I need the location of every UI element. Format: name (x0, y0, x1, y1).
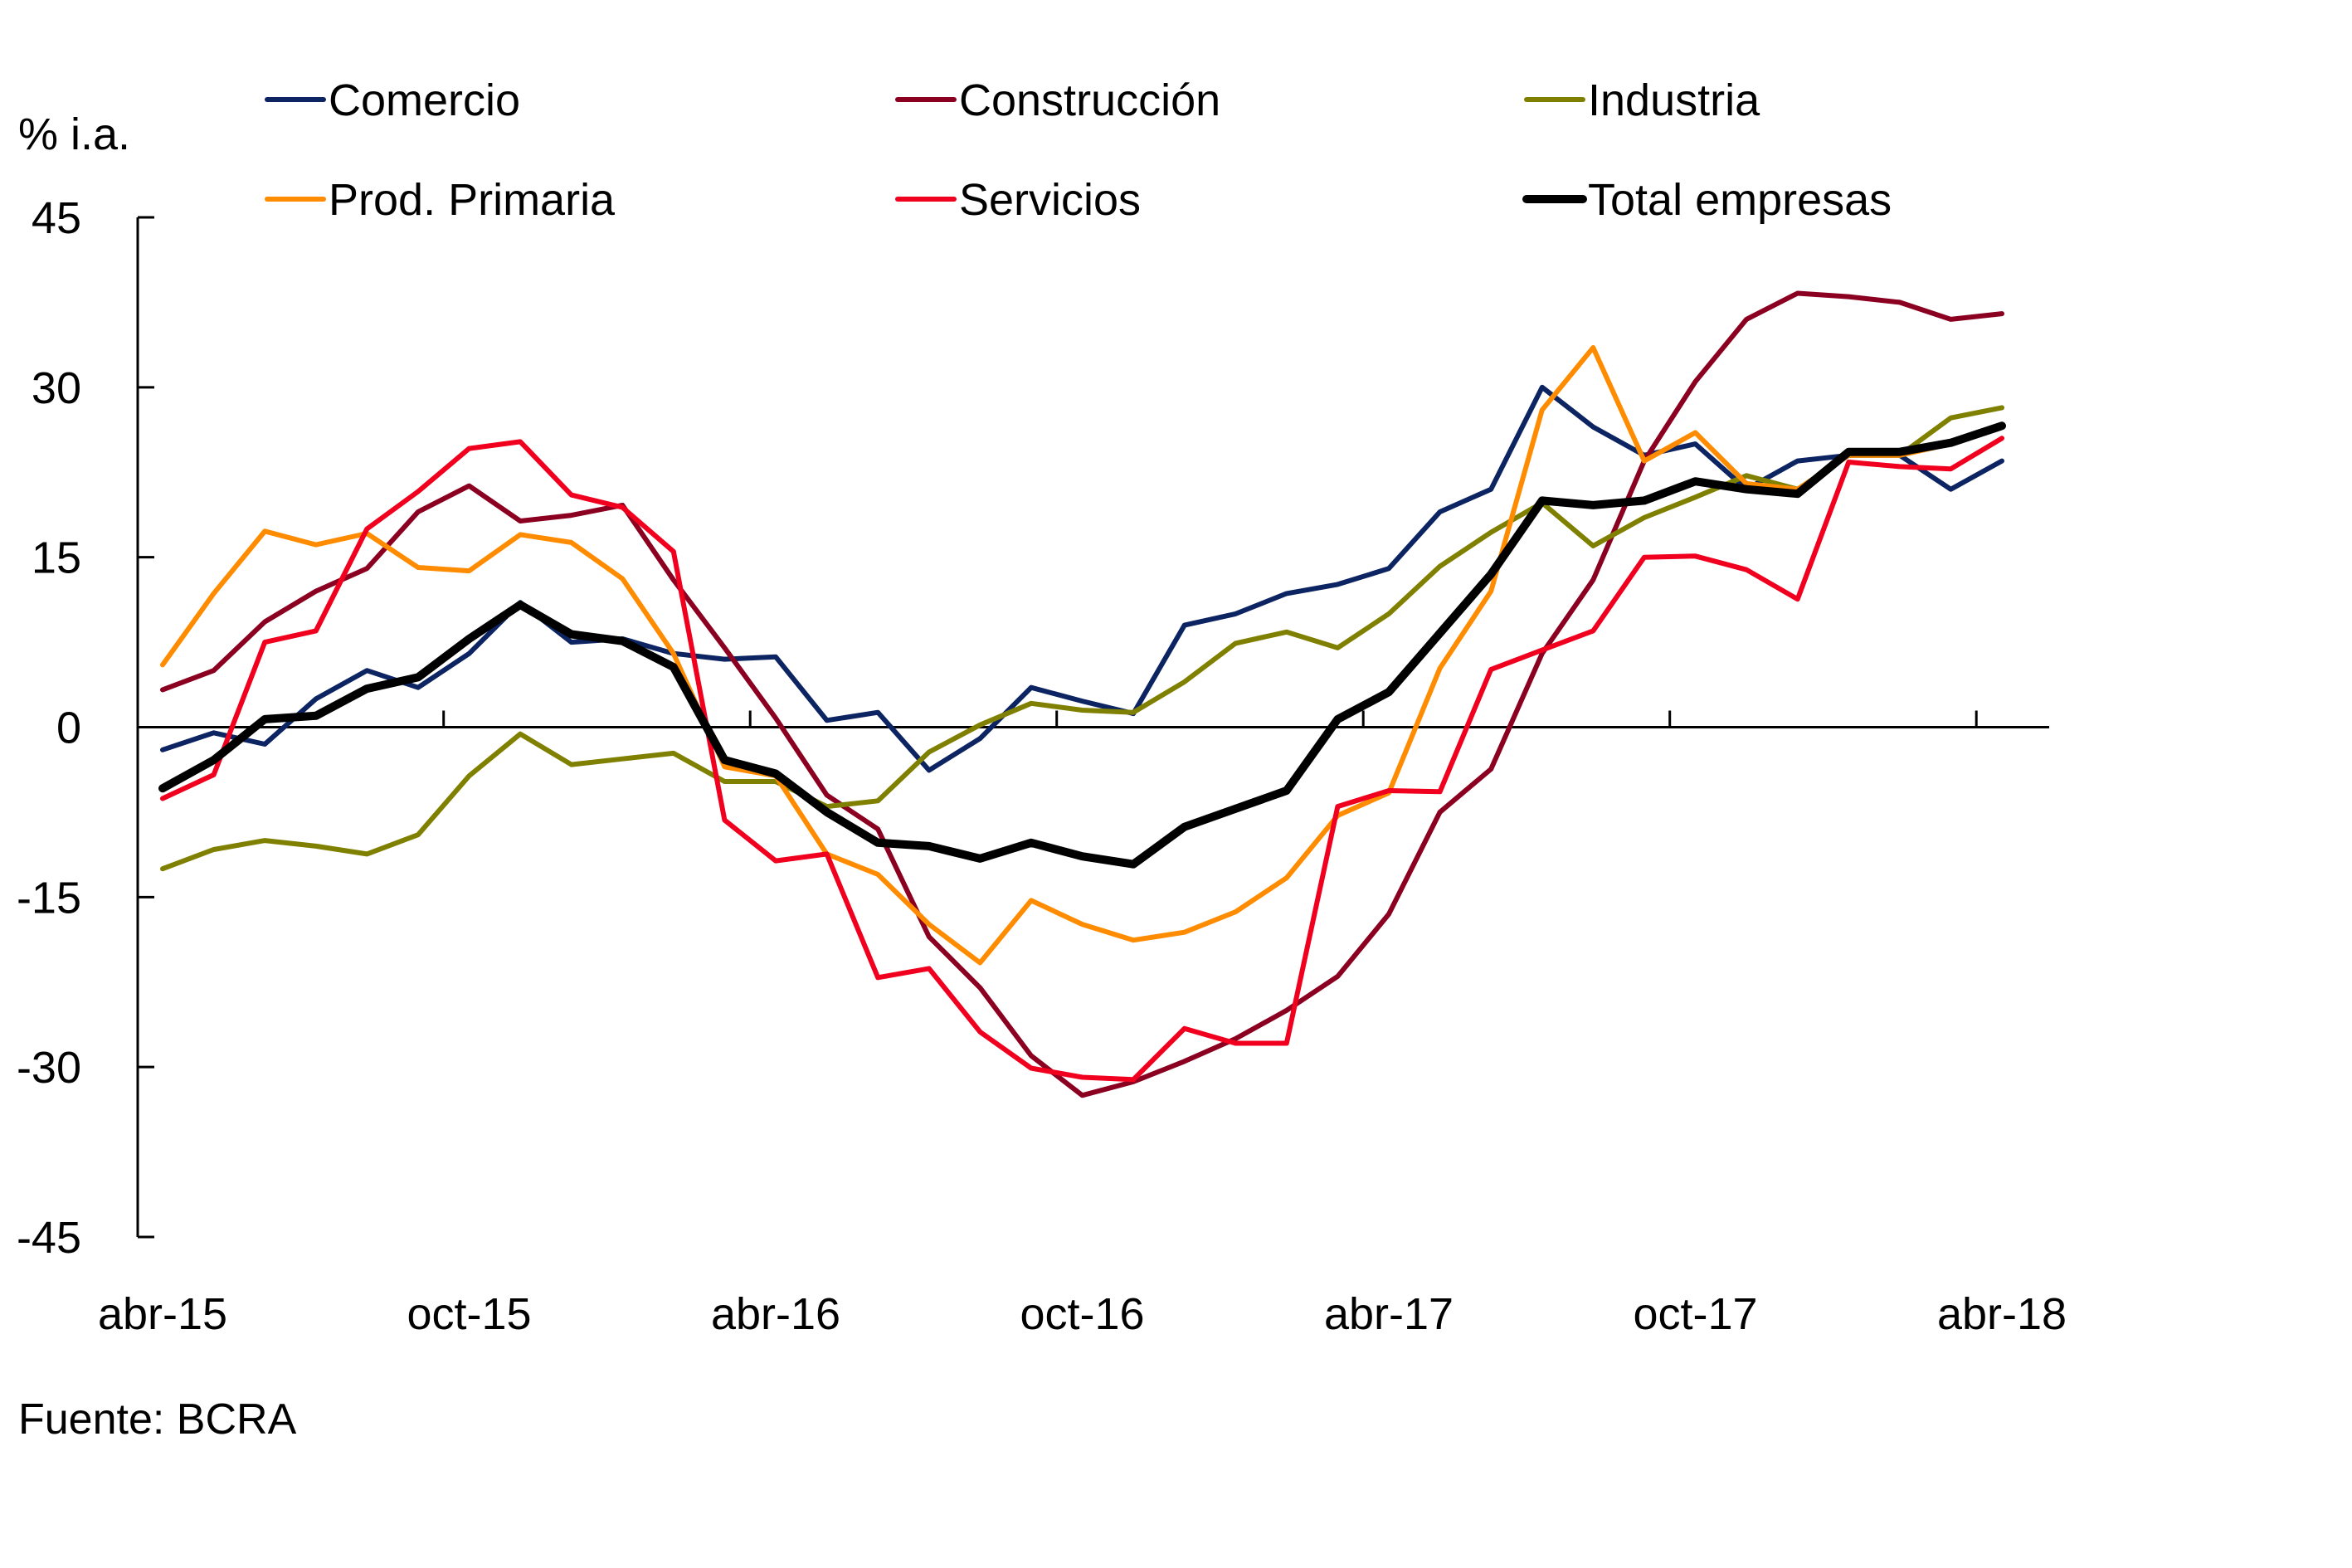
legend: Comercio Construcción Industria Prod. Prima… (265, 75, 1892, 225)
legend-label: Industria (1588, 75, 1760, 125)
x-tick-label: abr-17 (1324, 1289, 1454, 1339)
legend-label: Construcción (959, 75, 1220, 125)
y-tick-label: 45 (32, 193, 81, 243)
series-line-industria (160, 405, 2004, 872)
series-line-comercio (160, 384, 2004, 773)
y-tick-label: -30 (17, 1043, 81, 1093)
legend-item: Industria (1524, 75, 1760, 125)
legend-label: Servicios (959, 175, 1141, 225)
legend-item: Servicios (895, 175, 1141, 225)
legend-item: Construcción (895, 75, 1220, 125)
legend-item: Total empresas (1522, 175, 1892, 225)
legend-item: Comercio (265, 75, 520, 125)
x-tick-label: oct-16 (1020, 1289, 1144, 1339)
legend-item: Prod. Primaria (265, 175, 616, 225)
x-tick-label: oct-15 (407, 1289, 531, 1339)
legend-label: Prod. Primaria (329, 175, 616, 225)
y-tick-label: 30 (32, 363, 81, 413)
series-line-servicios (160, 436, 2004, 1083)
axes: 45 30 15 0 -15 -30 -45 abr-15 oct-15 abr-16 oct-16… (17, 193, 2067, 1339)
series-line-total-empresas (158, 421, 2006, 869)
series-layer (158, 290, 2006, 1098)
x-tick-label: abr-16 (711, 1289, 840, 1339)
source-note: Fuente: BCRA (18, 1395, 297, 1444)
x-tick-label: abr-18 (1937, 1289, 2067, 1339)
y-tick-label: -45 (17, 1213, 81, 1263)
y-tick-label: 0 (56, 704, 81, 753)
legend-label: Comercio (329, 75, 520, 125)
y-tick-label: -15 (17, 873, 81, 923)
y-tick-label: 15 (32, 533, 81, 583)
legend-label: Total empresas (1588, 175, 1892, 225)
y-axis-unit-label: % i.a. (18, 110, 130, 159)
series-line-construccion (160, 290, 2004, 1098)
series-line-prod-primaria (160, 345, 2004, 966)
x-tick-label: abr-15 (98, 1289, 227, 1339)
x-tick-label: oct-17 (1633, 1289, 1757, 1339)
